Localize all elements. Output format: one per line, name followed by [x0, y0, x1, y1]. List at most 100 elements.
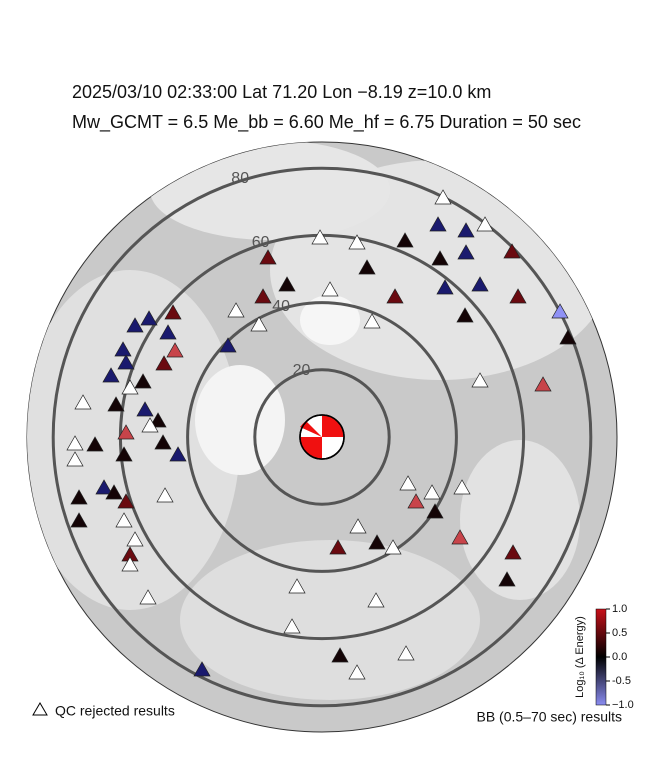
station [431, 250, 449, 266]
land [27, 142, 610, 700]
station [227, 302, 245, 318]
station [331, 647, 349, 663]
station [134, 373, 152, 389]
station [259, 249, 277, 265]
station [349, 518, 367, 534]
station [114, 341, 132, 357]
station [397, 645, 415, 661]
station [156, 487, 174, 503]
station [283, 618, 301, 634]
station [384, 539, 402, 555]
station [434, 189, 452, 205]
station [155, 355, 173, 371]
colorbar-tick-label: −1.0 [612, 699, 634, 711]
ring-label: 60 [252, 234, 270, 251]
station [407, 493, 425, 509]
colorbar-tick-label: 0.0 [612, 651, 627, 663]
station [471, 372, 489, 388]
station [105, 484, 123, 500]
station [471, 276, 489, 292]
station [386, 288, 404, 304]
colorbar-ticks: 1.0 0.5 0.0 -0.5 −1.0 [606, 603, 634, 711]
station [141, 417, 159, 433]
station [559, 329, 577, 345]
station [70, 489, 88, 505]
station [86, 436, 104, 452]
station [166, 342, 184, 358]
station [219, 337, 237, 353]
station [453, 479, 471, 495]
station [436, 279, 454, 295]
station [551, 303, 569, 319]
station [423, 484, 441, 500]
station [368, 534, 386, 550]
station [117, 424, 135, 440]
station [136, 401, 154, 417]
station [117, 354, 135, 370]
station [254, 288, 272, 304]
station [149, 412, 167, 428]
station [102, 367, 120, 383]
colorbar-tick-label: 1.0 [612, 603, 627, 615]
station [121, 556, 139, 572]
stations [66, 189, 577, 680]
beachball [299, 414, 345, 460]
station [154, 434, 172, 450]
station [311, 229, 329, 245]
station [321, 281, 339, 297]
ring-label: 80 [231, 170, 249, 187]
station [66, 451, 84, 467]
station [159, 324, 177, 340]
colorbar-label: Log₁₀ (Δ Energy) [574, 616, 586, 698]
station [95, 479, 113, 495]
ring-label: 20 [293, 362, 311, 379]
station [193, 661, 211, 677]
station [66, 435, 84, 451]
station [363, 313, 381, 329]
station [74, 394, 92, 410]
colorbar-tick-label: -0.5 [612, 675, 631, 687]
station [117, 493, 135, 509]
station [121, 379, 139, 395]
station [115, 512, 133, 528]
station [70, 512, 88, 528]
station [367, 592, 385, 608]
legend-text: BB (0.5–70 sec) results [476, 709, 622, 725]
station [534, 376, 552, 392]
station [348, 234, 366, 250]
station [288, 578, 306, 594]
station [107, 396, 125, 412]
station [396, 232, 414, 248]
station [476, 216, 494, 232]
station [164, 304, 182, 320]
station [426, 503, 444, 519]
station [140, 310, 158, 326]
distance-ring [253, 368, 391, 506]
station [126, 531, 144, 547]
station [504, 544, 522, 560]
station [358, 259, 376, 275]
station [457, 244, 475, 260]
station [139, 589, 157, 605]
station [250, 316, 268, 332]
ring-label: 40 [272, 298, 290, 315]
station [457, 222, 475, 238]
station [115, 446, 133, 462]
header-line: 2025/03/10 02:33:00 Lat 71.20 Lon −8.19 … [72, 82, 491, 102]
station [399, 475, 417, 491]
station [451, 529, 469, 545]
legend-text: QC rejected results [55, 703, 175, 719]
station [126, 317, 144, 333]
station [348, 664, 366, 680]
station [169, 446, 187, 462]
colorbar-tick-label: 0.5 [612, 627, 627, 639]
station [429, 216, 447, 232]
station [509, 288, 527, 304]
station [278, 276, 296, 292]
header-line: Mw_GCMT = 6.5 Me_bb = 6.60 Me_hf = 6.75 … [72, 112, 581, 133]
legend-symbol [32, 702, 48, 716]
station [329, 539, 347, 555]
distance-ring [186, 301, 458, 573]
station [503, 243, 521, 259]
